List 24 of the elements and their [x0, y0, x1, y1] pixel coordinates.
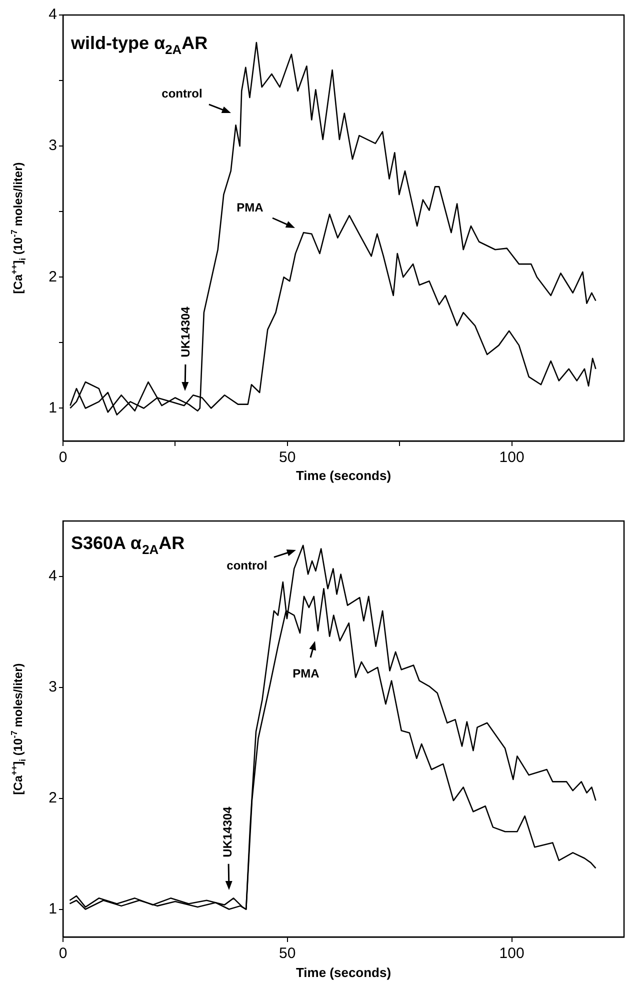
x-tick-label: 0	[58, 449, 68, 466]
x-tick-label: 100	[499, 449, 524, 466]
x-tick-label: 50	[279, 449, 296, 466]
x-tick-label: 100	[499, 945, 524, 962]
y-tick-label: 2	[48, 789, 57, 806]
y-tick-label: 1	[48, 399, 57, 416]
y-tick-label: 3	[48, 137, 57, 154]
y-tick-label: 2	[48, 268, 57, 286]
annotation: UK14304	[178, 306, 192, 358]
annotation: PMA	[292, 666, 320, 680]
y-axis-title: [Ca++]i (10-7 moles/liter)	[9, 663, 28, 795]
y-axis-title: [Ca++]i (10-7 moles/liter)	[9, 162, 28, 294]
annotation: control	[162, 86, 202, 100]
annotation: UK14304	[220, 806, 234, 858]
annotation: PMA	[236, 200, 264, 214]
y-tick-label: 1	[48, 900, 57, 918]
y-tick-label: 3	[48, 678, 57, 696]
x-tick-label: 50	[279, 945, 296, 962]
annotation: control	[226, 558, 268, 572]
x-tick-label: 0	[58, 945, 68, 962]
y-tick-label: 4	[48, 6, 57, 24]
x-axis-title: Time (seconds)	[296, 468, 392, 484]
y-tick-label: 4	[48, 568, 57, 585]
x-axis-title: Time (seconds)	[296, 965, 392, 980]
